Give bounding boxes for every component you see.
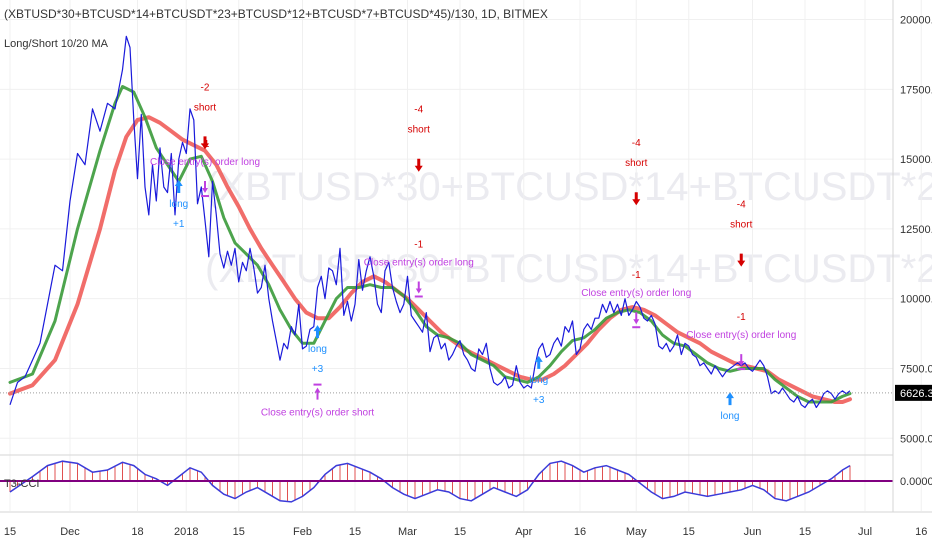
- signal-label: short: [194, 102, 216, 113]
- watermark-line-1: (XBTUSD*30+BTCUSD*14+BTCUSDT*23+BTCUSD*1…: [205, 165, 932, 209]
- signal-label: long: [721, 411, 740, 422]
- x-tick-label: 16: [915, 526, 927, 538]
- x-tick-label: Feb: [293, 526, 312, 538]
- close-long-arrow-icon: [202, 181, 208, 194]
- signal-long: long +1: [169, 180, 188, 230]
- signal-label: +3: [312, 364, 324, 375]
- x-tick-label: 2018: [174, 526, 198, 538]
- signal-label: short: [730, 220, 752, 231]
- signal-layer: long +1 -1 Close entry(s) order long -2 short…: [150, 82, 796, 422]
- signal-label: -2: [201, 82, 210, 93]
- indicator-label: Long/Short 10/20 MA: [4, 38, 109, 50]
- signal-label: Close entry(s) order short: [261, 408, 375, 419]
- signal-label: -4: [737, 200, 746, 211]
- watermark-line-2: (XBTUSD*30+BTCUSD*14+BTCUSDT*23+BTCUSD*1…: [205, 247, 932, 291]
- close-long-arrow-icon: [633, 312, 640, 325]
- signal-long: long +3: [529, 355, 548, 406]
- price-layer: [9, 35, 851, 409]
- signal-label: -1: [632, 270, 641, 281]
- signal-label: Close entry(s) order long: [686, 330, 796, 341]
- x-tick-label: 15: [4, 526, 16, 538]
- ma-slow-line: [8, 115, 852, 404]
- x-tick-label: Mar: [398, 526, 417, 538]
- x-tick-label: Apr: [515, 526, 532, 538]
- ma-fast-line: [8, 85, 852, 404]
- signal-short: -4 short: [625, 138, 648, 206]
- signal-short: -4 short: [408, 105, 430, 172]
- signal-label: +1: [173, 219, 185, 230]
- signal-close-short: Close entry(s) order short: [261, 383, 375, 419]
- signal-label: -4: [632, 138, 641, 149]
- signal-long: long +3: [308, 325, 327, 375]
- short-arrow-icon: [737, 253, 746, 267]
- signal-label: long: [308, 344, 327, 355]
- last-price-label: 6626.3: [900, 388, 932, 400]
- x-tick-label: Dec: [60, 526, 80, 538]
- x-tick-label: Jul: [858, 526, 872, 538]
- x-tick-label: 18: [131, 526, 143, 538]
- last-price-badge: [895, 384, 932, 401]
- cci-layer: [0, 460, 893, 503]
- y-tick-label: 10000.0: [900, 294, 932, 306]
- y-tick-label: 17500.0: [900, 84, 932, 96]
- long-arrow-icon: [726, 392, 734, 406]
- x-tick-label: 15: [454, 526, 466, 538]
- y-tick-label: 12500.0: [900, 224, 932, 236]
- cci-zero-label: 0.0000: [900, 476, 932, 488]
- short-arrow-icon: [201, 136, 209, 150]
- ma-fast-layer: [8, 85, 852, 404]
- long-arrow-icon: [534, 355, 543, 369]
- ma-slow-layer: [8, 115, 852, 404]
- signal-close-long: -1 Close entry(s) order long: [581, 270, 691, 329]
- x-tick-label: Jun: [744, 526, 762, 538]
- cci-indicator-label: T3-CCI: [4, 478, 39, 490]
- y-tick-label: 7500.0: [900, 363, 932, 375]
- x-tick-label: 15: [683, 526, 695, 538]
- signal-close-long: -1 Close entry(s) order long: [686, 312, 796, 371]
- cci-line: [9, 460, 851, 503]
- x-tick-label: 16: [574, 526, 586, 538]
- signal-label: Close entry(s) order long: [581, 288, 691, 299]
- signal-close-long: -1 Close entry(s) order long: [364, 240, 474, 298]
- long-arrow-icon: [174, 180, 183, 194]
- x-tick-label: 15: [349, 526, 361, 538]
- x-axis-layer: 15 Dec 18 2018 15 Feb 15 Mar 15 Apr 16 May 15 Jun 15 Ju…: [4, 526, 928, 538]
- chart-title: (XBTUSD*30+BTCUSD*14+BTCUSDT*23+BTCUSD*1…: [4, 7, 548, 21]
- close-long-arrow-icon: [415, 281, 422, 294]
- long-arrow-icon: [313, 325, 322, 339]
- signal-label: -4: [414, 105, 423, 116]
- y-tick-label: 5000.0: [900, 433, 932, 445]
- short-arrow-icon: [632, 192, 641, 206]
- grid-layer: [0, 0, 922, 511]
- y-tick-label: 20000.0: [900, 15, 932, 27]
- signal-label: short: [408, 125, 430, 136]
- x-tick-label: May: [626, 526, 647, 538]
- signal-short: -2 short: [194, 82, 216, 150]
- price-line: [9, 35, 851, 409]
- close-short-arrow-icon: [314, 387, 321, 400]
- signal-label: long: [529, 375, 548, 386]
- x-tick-label: 15: [799, 526, 811, 538]
- signal-label: +3: [533, 395, 545, 406]
- signal-label: short: [625, 158, 647, 169]
- x-tick-label: 15: [233, 526, 245, 538]
- signal-short: -4 short: [730, 200, 753, 267]
- short-arrow-icon: [414, 158, 423, 172]
- close-long-arrow-icon: [738, 354, 745, 367]
- signal-label: -1: [414, 240, 423, 251]
- signal-label: -1: [737, 312, 746, 323]
- signal-label: Close entry(s) order long: [364, 258, 474, 269]
- signal-label: Close entry(s) order long: [150, 157, 260, 168]
- signal-long: long: [721, 392, 740, 422]
- y-axis-layer: 20000.0 17500.0 15000.0 12500.0 10000.0 7500.…: [900, 15, 932, 446]
- y-tick-label: 15000.0: [900, 154, 932, 166]
- signal-label: long: [169, 199, 188, 210]
